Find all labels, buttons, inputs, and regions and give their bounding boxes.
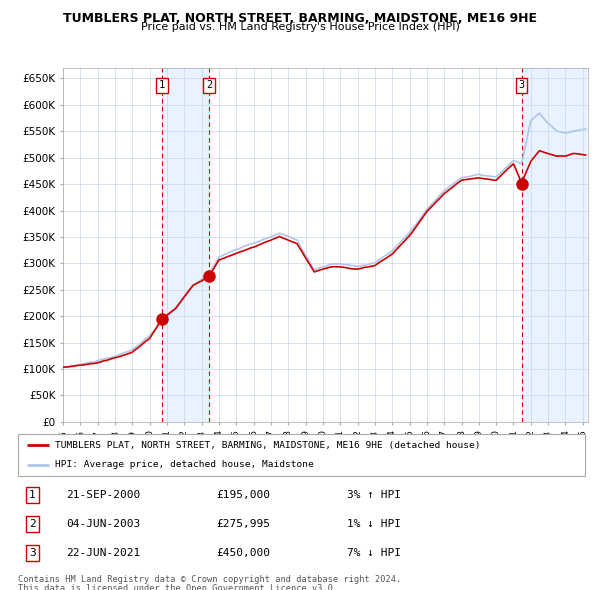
Text: 22-JUN-2021: 22-JUN-2021 — [66, 548, 140, 558]
Text: Contains HM Land Registry data © Crown copyright and database right 2024.: Contains HM Land Registry data © Crown c… — [18, 575, 401, 584]
Bar — [162, 68, 209, 422]
Text: 1% ↓ HPI: 1% ↓ HPI — [347, 519, 401, 529]
Text: TUMBLERS PLAT, NORTH STREET, BARMING, MAIDSTONE, ME16 9HE (detached house): TUMBLERS PLAT, NORTH STREET, BARMING, MA… — [55, 441, 481, 450]
Text: HPI: Average price, detached house, Maidstone: HPI: Average price, detached house, Maid… — [55, 460, 314, 469]
Text: TUMBLERS PLAT, NORTH STREET, BARMING, MAIDSTONE, ME16 9HE: TUMBLERS PLAT, NORTH STREET, BARMING, MA… — [63, 12, 537, 25]
Text: £195,000: £195,000 — [217, 490, 271, 500]
Text: £450,000: £450,000 — [217, 548, 271, 558]
Text: 2: 2 — [206, 80, 212, 90]
Text: 1: 1 — [29, 490, 35, 500]
Text: 04-JUN-2003: 04-JUN-2003 — [66, 519, 140, 529]
Text: 3% ↑ HPI: 3% ↑ HPI — [347, 490, 401, 500]
Text: £275,995: £275,995 — [217, 519, 271, 529]
Text: This data is licensed under the Open Government Licence v3.0.: This data is licensed under the Open Gov… — [18, 584, 338, 590]
Text: 1: 1 — [159, 80, 165, 90]
Text: 21-SEP-2000: 21-SEP-2000 — [66, 490, 140, 500]
Text: 3: 3 — [29, 548, 35, 558]
Bar — [521, 68, 586, 422]
Text: 3: 3 — [518, 80, 525, 90]
Text: 7% ↓ HPI: 7% ↓ HPI — [347, 548, 401, 558]
Text: 2: 2 — [29, 519, 35, 529]
FancyBboxPatch shape — [18, 434, 585, 476]
Text: Price paid vs. HM Land Registry's House Price Index (HPI): Price paid vs. HM Land Registry's House … — [140, 22, 460, 32]
